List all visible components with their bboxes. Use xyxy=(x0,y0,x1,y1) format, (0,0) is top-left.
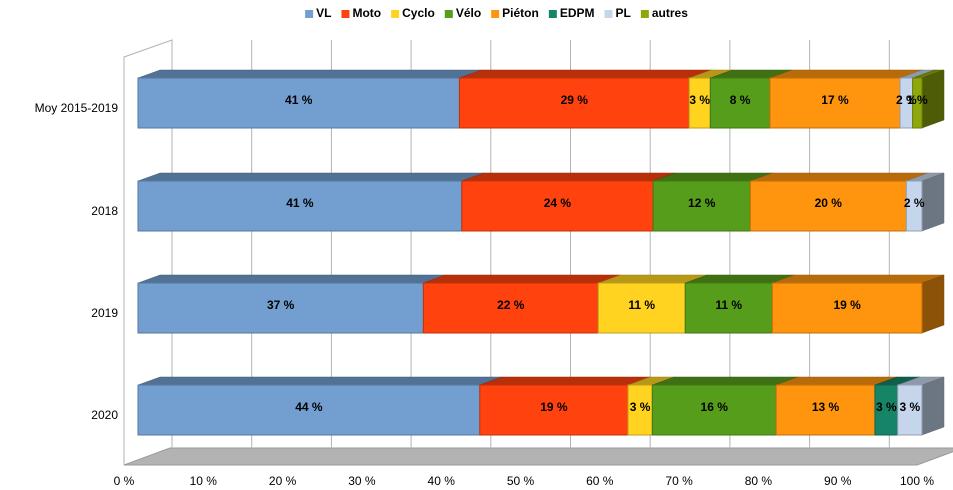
x-tick-label: 60 % xyxy=(586,474,614,488)
floor xyxy=(123,447,953,466)
bar-top xyxy=(652,376,799,386)
legend-label: autres xyxy=(652,6,688,20)
data-label: 2 % xyxy=(904,196,925,210)
bar-top xyxy=(137,69,482,79)
data-label: 19 % xyxy=(540,400,568,414)
legend-swatch xyxy=(341,10,350,18)
y-tick-label: 2020 xyxy=(91,408,118,422)
bar-side xyxy=(921,172,945,232)
bar-segment xyxy=(912,69,945,129)
bar-top xyxy=(137,274,446,284)
data-label: 11 % xyxy=(715,298,742,312)
x-tick-label: 10 % xyxy=(190,474,218,488)
x-tick-label: 20 % xyxy=(269,474,297,488)
bar-front xyxy=(775,384,876,436)
x-tick-label: 50 % xyxy=(507,474,535,488)
bar-top xyxy=(137,172,484,182)
legend-label: Vélo xyxy=(456,6,481,20)
legend-label: VL xyxy=(316,6,331,20)
bar-front xyxy=(137,77,460,129)
bar-segment xyxy=(771,274,945,334)
legend-swatch xyxy=(548,10,557,18)
legend-swatch xyxy=(640,10,649,18)
bar-front xyxy=(458,77,690,129)
legend-swatch xyxy=(305,10,314,18)
plot: 0 % 10 % 20 % 30 % 40 % 50 % 60 % 70 % 80 % 90 % 1… xyxy=(35,39,953,488)
bar-segment xyxy=(897,376,945,436)
bar-front xyxy=(137,180,463,232)
bar-segment xyxy=(749,172,929,232)
bar-front xyxy=(749,180,907,232)
data-label: 24 % xyxy=(544,196,572,210)
x-tick-label: 40 % xyxy=(428,474,456,488)
data-label: 41 % xyxy=(286,196,314,210)
legend-swatch xyxy=(491,10,500,18)
bar-front xyxy=(769,77,901,129)
bar-top xyxy=(772,274,945,284)
bar-front xyxy=(461,180,654,232)
data-label: 12 % xyxy=(688,196,716,210)
bar-front xyxy=(684,282,773,334)
bar-segment xyxy=(461,172,676,232)
legend-label: Piéton xyxy=(502,6,539,20)
bar-front xyxy=(771,282,923,334)
bar-side xyxy=(921,376,945,436)
bar-front xyxy=(905,180,923,232)
bar-segment xyxy=(775,376,898,436)
x-tick-label: 100 % xyxy=(900,474,934,488)
bar-top xyxy=(423,274,621,284)
data-label: 13 % xyxy=(812,400,840,414)
data-label: 1 % xyxy=(907,93,928,107)
y-tick-label: 2019 xyxy=(91,306,118,320)
data-label: 17 % xyxy=(821,93,849,107)
x-tick-label: 30 % xyxy=(348,474,376,488)
bar-front xyxy=(897,384,923,436)
bar-top xyxy=(461,172,676,182)
legend: VL Moto Cyclo Vélo Piéton EDPM PL autres xyxy=(305,6,688,20)
data-label: 3 % xyxy=(876,400,897,414)
bar-side xyxy=(921,274,945,334)
y-tick-label: 2018 xyxy=(91,204,118,218)
legend-swatch xyxy=(604,10,613,18)
bar-front xyxy=(597,282,686,334)
data-label: 11 % xyxy=(628,298,655,312)
data-label: 2 % xyxy=(896,93,917,107)
bar-front xyxy=(912,77,923,129)
bar-top xyxy=(750,172,929,182)
legend-label: EDPM xyxy=(560,6,595,20)
data-label: 8 % xyxy=(730,93,751,107)
x-tick-label: 80 % xyxy=(745,474,773,488)
data-label: 29 % xyxy=(561,93,589,107)
legend-label: Moto xyxy=(352,6,381,20)
data-label: 20 % xyxy=(815,196,843,210)
legend-label: PL xyxy=(616,6,631,20)
bar-front xyxy=(137,282,424,334)
bar-top xyxy=(137,376,502,386)
data-label: 19 % xyxy=(833,298,861,312)
legend-label: Cyclo xyxy=(402,6,435,20)
bar-top xyxy=(459,69,712,79)
data-label: 41 % xyxy=(285,93,313,107)
legend-swatch xyxy=(391,10,400,18)
bar-top xyxy=(479,376,651,386)
data-label: 22 % xyxy=(497,298,525,312)
x-tick-label: 90 % xyxy=(824,474,852,488)
legend-swatch xyxy=(444,10,453,18)
data-label: 3 % xyxy=(630,400,651,414)
data-label: 44 % xyxy=(295,400,323,414)
data-label: 16 % xyxy=(701,400,729,414)
x-tick-label: 0 % xyxy=(114,474,135,488)
bar-segment xyxy=(905,172,945,232)
bar-front xyxy=(652,180,751,232)
bar-front xyxy=(479,384,629,436)
data-label: 3 % xyxy=(689,93,710,107)
y-tick-label: Moy 2015-2019 xyxy=(35,101,119,115)
x-tick-label: 70 % xyxy=(665,474,693,488)
bar-front xyxy=(137,384,481,436)
data-label: 3 % xyxy=(900,400,921,414)
data-label: 37 % xyxy=(267,298,295,312)
bar-top xyxy=(769,69,923,79)
